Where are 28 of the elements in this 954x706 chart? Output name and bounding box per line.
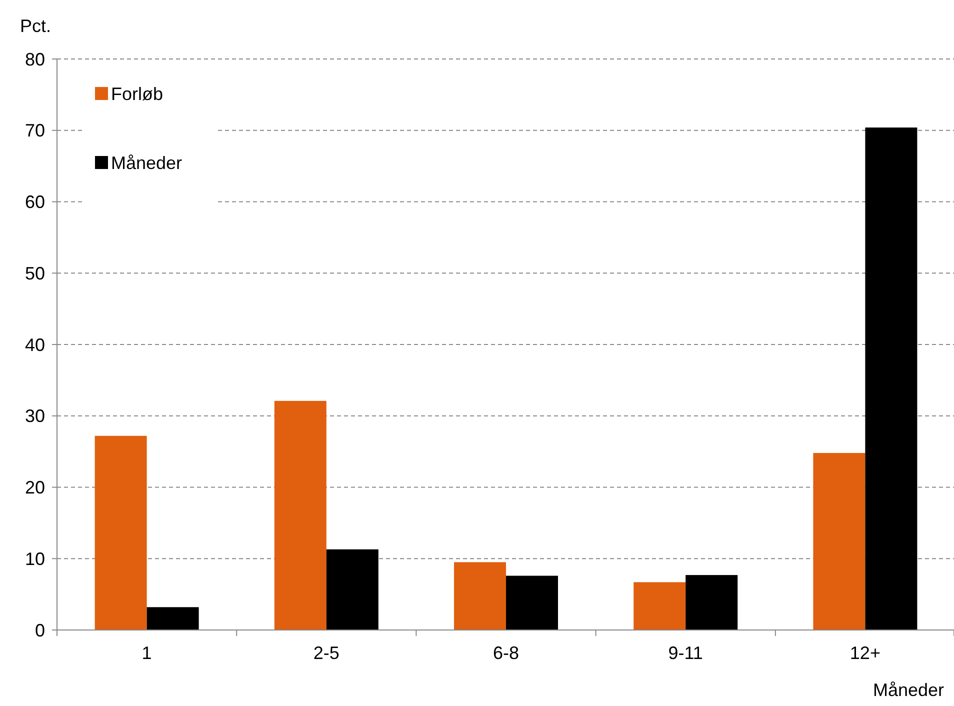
bar (274, 400, 326, 630)
y-tick-label: 40 (24, 334, 45, 355)
y-tick-label: 80 (24, 49, 45, 70)
bar (454, 562, 506, 630)
y-tick-label: 10 (24, 548, 45, 569)
x-tick-label: 6-8 (492, 643, 520, 663)
y-tick-label: 30 (24, 406, 45, 426)
legend-label: Måneder (111, 153, 182, 173)
bar (686, 575, 738, 630)
bar (813, 452, 866, 630)
y-tick-label: 60 (24, 192, 45, 212)
y-axis-title: Pct. (20, 16, 52, 36)
bar (865, 128, 918, 630)
x-tick-label: 9-11 (668, 643, 703, 663)
bar (634, 582, 686, 630)
bar (506, 576, 558, 630)
x-axis-title: Måneder (872, 680, 944, 700)
bar (146, 607, 199, 630)
x-tick-label: 1 (142, 643, 152, 663)
x-tick-label: 2-5 (313, 643, 340, 663)
bar (94, 436, 147, 630)
y-tick-label: 20 (24, 478, 45, 498)
legend-label: Forløb (111, 84, 164, 104)
y-tick-label: 0 (34, 620, 45, 640)
x-tick-label: 12+ (850, 643, 880, 663)
y-tick-label: 50 (24, 263, 45, 284)
bar (326, 549, 378, 630)
y-tick-label: 70 (24, 120, 45, 141)
